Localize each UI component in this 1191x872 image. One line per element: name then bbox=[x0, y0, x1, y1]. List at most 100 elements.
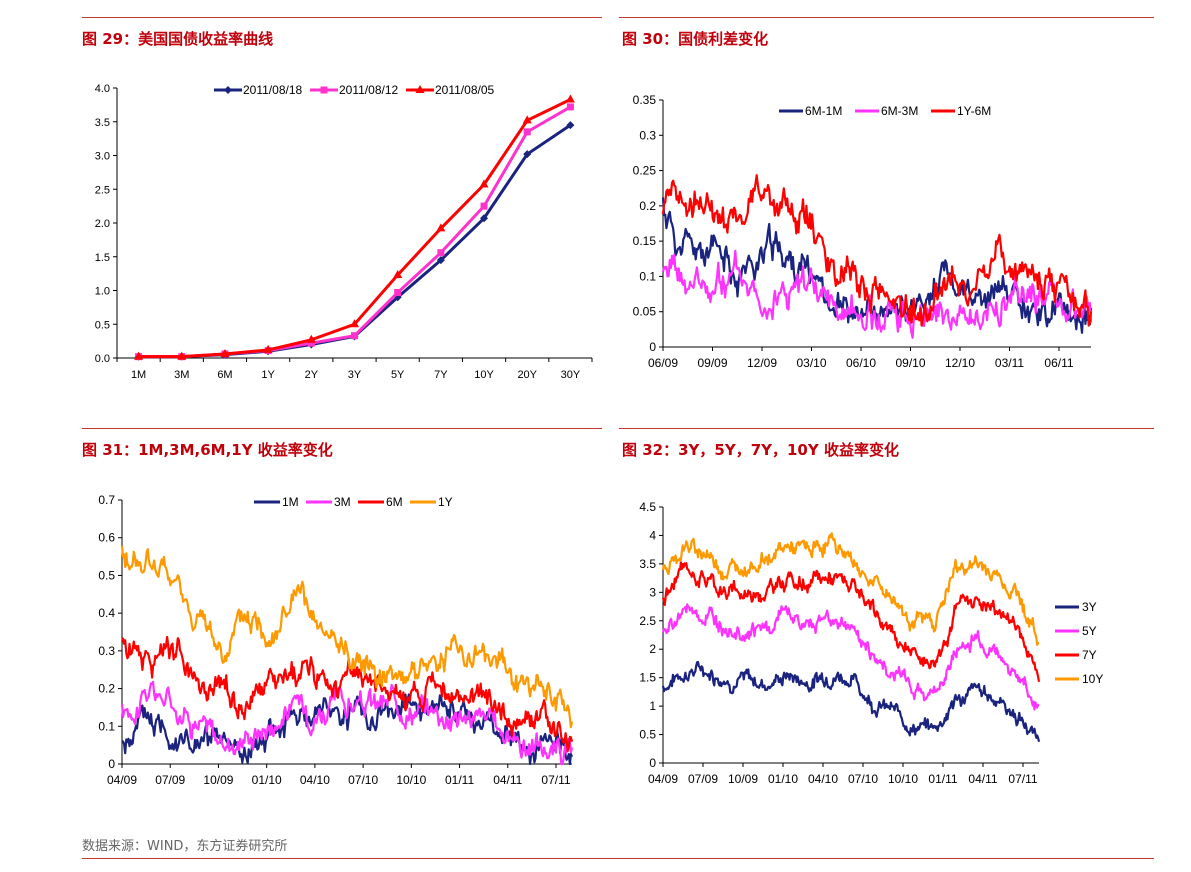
x-tick-label: 07/11 bbox=[1008, 772, 1037, 786]
data-point bbox=[394, 289, 402, 297]
y-tick-label: 0.1 bbox=[98, 719, 115, 733]
x-tick-label: 03/11 bbox=[995, 356, 1024, 370]
footer-rule bbox=[82, 858, 1154, 859]
legend-label: 6M bbox=[386, 495, 403, 509]
y-tick-label: 2.5 bbox=[95, 184, 110, 196]
data-point bbox=[263, 344, 273, 353]
y-tick-label: 0.7 bbox=[98, 493, 115, 507]
source-note: 数据来源：WIND，东方证券研究所 bbox=[82, 839, 288, 854]
legend-label: 3Y bbox=[1082, 600, 1097, 614]
x-tick-label: 09/09 bbox=[697, 356, 727, 370]
y-tick-label: 0.5 bbox=[639, 728, 656, 742]
data-point bbox=[350, 319, 359, 328]
y-tick-label: 1.0 bbox=[95, 286, 110, 298]
y-tick-label: 1.5 bbox=[95, 252, 110, 264]
legend-label: 2011/08/18 bbox=[243, 83, 302, 97]
x-tick-label: 01/10 bbox=[252, 773, 282, 787]
y-tick-label: 0.4 bbox=[98, 606, 115, 620]
y-tick-label: 0.25 bbox=[633, 164, 657, 178]
panel4-rule bbox=[619, 428, 1154, 429]
series-line-10Y bbox=[661, 532, 1040, 646]
chart32-title: 图 32：3Y，5Y，7Y，10Y 收益率变化 bbox=[622, 441, 899, 459]
x-tick-label: 01/11 bbox=[928, 772, 957, 786]
x-tick-label: 07/09 bbox=[155, 773, 185, 787]
legend-label: 10Y bbox=[1082, 672, 1103, 686]
y-tick-label: 3.0 bbox=[95, 151, 110, 163]
x-tick-label: 04/10 bbox=[300, 773, 330, 787]
chart30-title: 图 30：国债利差变化 bbox=[622, 30, 769, 48]
x-tick-label: 01/11 bbox=[445, 773, 474, 787]
legend-label: 1M bbox=[282, 495, 299, 509]
y-tick-label: 0.1 bbox=[639, 269, 656, 283]
y-tick-label: 0.3 bbox=[639, 128, 656, 142]
data-point bbox=[566, 121, 575, 130]
y-tick-label: 0.05 bbox=[633, 305, 657, 319]
x-tick-label: 2Y bbox=[305, 369, 319, 381]
legend-label: 3M bbox=[334, 495, 351, 509]
x-tick-label: 6M bbox=[217, 369, 232, 381]
series-line-3M bbox=[120, 680, 574, 766]
y-tick-label: 0 bbox=[649, 756, 656, 770]
legend-label: 2011/08/12 bbox=[339, 83, 398, 97]
x-tick-label: 30Y bbox=[561, 369, 581, 381]
data-point bbox=[523, 150, 532, 159]
y-tick-label: 0.15 bbox=[633, 234, 657, 248]
x-tick-label: 07/10 bbox=[348, 773, 378, 787]
y-tick-label: 0 bbox=[108, 757, 115, 771]
y-tick-label: 0.35 bbox=[633, 93, 657, 107]
x-tick-label: 04/09 bbox=[107, 773, 137, 787]
data-point bbox=[522, 115, 532, 124]
chart31-title: 图 31：1M,3M,6M,1Y 收益率变化 bbox=[82, 441, 333, 459]
x-tick-label: 03/10 bbox=[796, 356, 826, 370]
x-tick-label: 10/10 bbox=[888, 772, 918, 786]
x-tick-label: 06/10 bbox=[846, 356, 876, 370]
panel1-rule bbox=[82, 17, 602, 18]
data-point bbox=[479, 179, 489, 188]
x-tick-label: 10/10 bbox=[396, 773, 426, 787]
x-tick-label: 10Y bbox=[474, 369, 494, 381]
y-tick-label: 0.2 bbox=[639, 199, 656, 213]
panel2-rule bbox=[619, 17, 1154, 18]
y-tick-label: 2.5 bbox=[639, 614, 656, 628]
legend-label: 1Y bbox=[438, 495, 453, 509]
x-tick-label: 12/09 bbox=[747, 356, 777, 370]
legend-label: 6M-3M bbox=[881, 104, 918, 118]
series-line-1Y bbox=[120, 545, 574, 729]
y-tick-label: 4.5 bbox=[639, 500, 656, 514]
legend-label: 5Y bbox=[1082, 624, 1097, 638]
series-line-7Y bbox=[661, 561, 1041, 682]
x-tick-label: 1Y bbox=[261, 369, 275, 381]
data-point bbox=[220, 348, 230, 357]
y-tick-label: 0 bbox=[649, 340, 656, 354]
data-point bbox=[523, 128, 531, 136]
data-point bbox=[480, 214, 489, 223]
series-line-5Y bbox=[661, 603, 1040, 711]
series-line-3Y bbox=[661, 660, 1041, 743]
series-line-2011/08/12 bbox=[138, 105, 572, 359]
data-point bbox=[566, 103, 574, 111]
x-tick-label: 3Y bbox=[348, 369, 362, 381]
legend-marker bbox=[320, 86, 328, 94]
legend-marker bbox=[415, 85, 425, 93]
series-line-6M bbox=[121, 635, 574, 753]
x-tick-label: 12/10 bbox=[945, 356, 975, 370]
x-tick-label: 5Y bbox=[391, 369, 405, 381]
x-tick-label: 3M bbox=[174, 369, 189, 381]
data-point bbox=[436, 256, 445, 265]
x-tick-label: 04/10 bbox=[808, 772, 838, 786]
y-tick-label: 0.5 bbox=[98, 568, 115, 582]
y-tick-label: 3 bbox=[649, 585, 656, 599]
legend-label: 2011/08/05 bbox=[435, 83, 494, 97]
series-line-1Y-6M bbox=[661, 174, 1093, 327]
y-tick-label: 1 bbox=[649, 699, 656, 713]
y-tick-label: 0.3 bbox=[98, 644, 115, 658]
x-tick-label: 7Y bbox=[434, 369, 448, 381]
data-point bbox=[480, 202, 488, 210]
series-line-2011/08/05 bbox=[138, 98, 572, 359]
legend-label: 6M-1M bbox=[805, 104, 842, 118]
x-tick-label: 04/11 bbox=[493, 773, 522, 787]
data-point bbox=[306, 334, 316, 343]
y-tick-label: 3.5 bbox=[95, 117, 110, 129]
data-point bbox=[393, 269, 403, 278]
y-tick-label: 0.5 bbox=[95, 319, 110, 331]
